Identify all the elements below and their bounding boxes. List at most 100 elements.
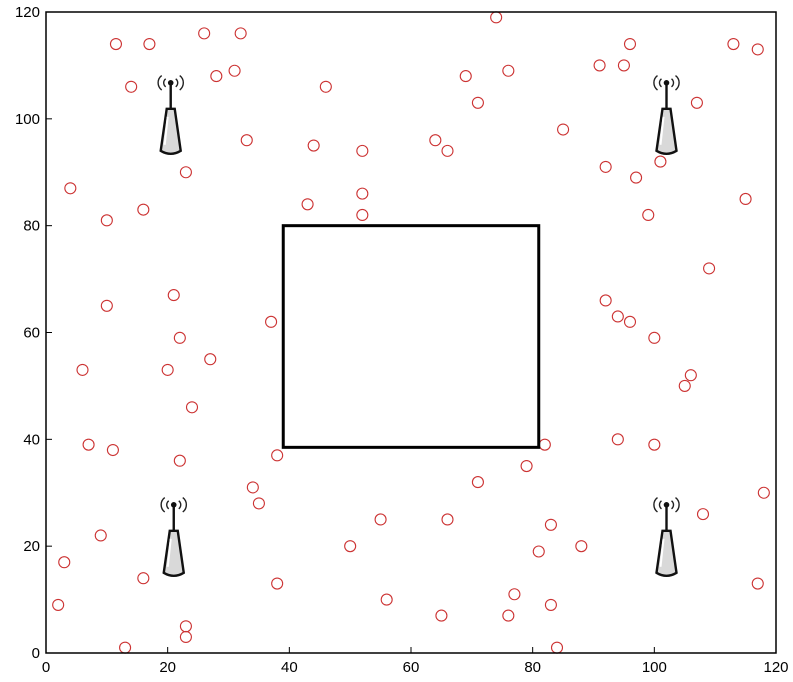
- data-point: [234, 27, 247, 40]
- data-point: [374, 513, 387, 526]
- data-point: [630, 171, 643, 184]
- data-point: [739, 192, 752, 206]
- data-point: [502, 609, 515, 622]
- data-point: [654, 155, 667, 168]
- y-tick-label: 0: [32, 645, 40, 662]
- data-point: [557, 123, 570, 136]
- data-point: [502, 64, 515, 77]
- data-point: [690, 96, 703, 109]
- data-point: [204, 353, 217, 366]
- x-tick-label: 100: [642, 659, 667, 676]
- data-point: [678, 379, 691, 392]
- antenna-tower-icon: [653, 497, 680, 577]
- data-point: [179, 630, 192, 644]
- y-tick-label: 60: [23, 325, 40, 342]
- data-point: [575, 540, 588, 553]
- data-point: [508, 588, 521, 601]
- x-tick-label: 120: [763, 659, 788, 676]
- data-point: [520, 459, 533, 473]
- data-point: [727, 37, 740, 51]
- data-point: [751, 577, 764, 590]
- data-point: [173, 454, 186, 467]
- data-point: [109, 37, 123, 51]
- data-point: [703, 262, 716, 275]
- data-point: [757, 486, 770, 499]
- data-point: [623, 37, 637, 51]
- data-point: [106, 443, 119, 457]
- data-point: [185, 401, 199, 414]
- data-point: [100, 214, 113, 227]
- data-point: [435, 609, 448, 622]
- data-point: [623, 315, 637, 328]
- data-point: [137, 203, 150, 216]
- data-point: [593, 59, 606, 72]
- data-point: [319, 80, 332, 93]
- data-point: [356, 144, 369, 157]
- data-point: [441, 144, 454, 157]
- data-point: [58, 556, 71, 569]
- data-point: [429, 134, 442, 147]
- rectangle-layer: [281, 224, 541, 449]
- towers-layer: [157, 75, 680, 577]
- data-point: [143, 37, 156, 51]
- x-tick-label: 0: [42, 659, 50, 676]
- data-point: [599, 294, 612, 307]
- y-tick-label: 80: [23, 218, 40, 235]
- data-point: [611, 433, 624, 446]
- data-point: [246, 481, 259, 494]
- data-point: [173, 331, 186, 344]
- data-point: [471, 96, 484, 109]
- data-point: [179, 166, 192, 179]
- x-tick-label: 40: [281, 659, 298, 676]
- data-point: [198, 27, 211, 40]
- antenna-tower-icon: [157, 75, 184, 156]
- data-point: [240, 134, 253, 147]
- data-point: [167, 289, 180, 302]
- data-point: [301, 198, 314, 211]
- data-point: [648, 331, 661, 344]
- data-point: [52, 598, 65, 611]
- data-point: [617, 59, 630, 72]
- data-point: [76, 363, 89, 376]
- data-point: [94, 529, 107, 542]
- data-point: [648, 438, 661, 451]
- data-point: [119, 641, 132, 654]
- data-point: [82, 438, 95, 451]
- data-point: [459, 70, 472, 83]
- data-point: [228, 64, 241, 77]
- data-point: [611, 310, 624, 323]
- data-point: [544, 598, 557, 611]
- data-point: [544, 518, 557, 531]
- data-point: [684, 369, 697, 382]
- data-point: [271, 449, 284, 462]
- antenna-tower-icon: [653, 75, 680, 156]
- data-point: [100, 299, 113, 312]
- data-point: [161, 363, 174, 376]
- antenna-tower-icon: [160, 497, 187, 577]
- y-tick-label: 20: [23, 538, 40, 555]
- data-point: [751, 43, 764, 56]
- data-point: [532, 545, 545, 558]
- obstacle-rectangle: [281, 224, 541, 449]
- data-point: [356, 208, 369, 222]
- data-point: [356, 187, 369, 200]
- data-point: [696, 508, 710, 521]
- x-tick-label: 80: [524, 659, 541, 676]
- data-point: [64, 182, 77, 195]
- data-point: [271, 577, 284, 590]
- data-point: [137, 572, 150, 585]
- data-point: [441, 513, 454, 526]
- data-point: [599, 160, 612, 173]
- data-point: [380, 593, 393, 606]
- points-layer: [52, 11, 770, 654]
- data-point: [252, 497, 265, 510]
- data-point: [179, 620, 192, 633]
- data-point: [538, 438, 551, 451]
- data-point: [125, 80, 138, 93]
- data-point: [550, 641, 564, 654]
- data-point: [490, 11, 503, 24]
- data-point: [307, 139, 320, 152]
- y-tick-label: 100: [15, 111, 40, 128]
- axes-layer: 0 20 40 60 80 100 120 0 20 40 60 80 100 120: [15, 4, 789, 676]
